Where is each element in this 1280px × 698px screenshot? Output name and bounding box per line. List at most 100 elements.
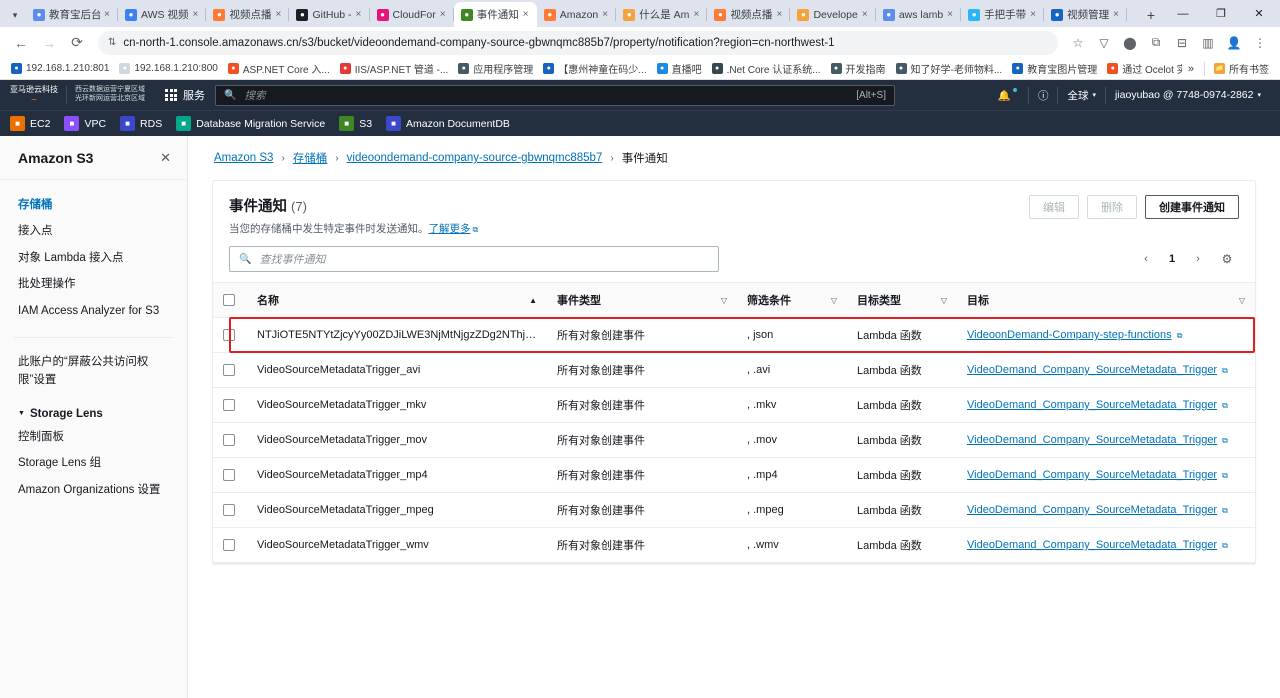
- more-menu-icon[interactable]: ⋮: [1254, 35, 1266, 50]
- tab-close-icon[interactable]: ×: [104, 9, 110, 20]
- select-all-checkbox[interactable]: [223, 294, 235, 306]
- target-link[interactable]: VideoDemand_Company_SourceMetadata_Trigg…: [967, 364, 1218, 376]
- search-input[interactable]: 🔍 查找事件通知: [229, 246, 719, 272]
- row-checkbox-cell[interactable]: [213, 352, 247, 388]
- account-menu[interactable]: jiaoyubao @ 7748-0974-2862 ▾: [1106, 85, 1270, 105]
- storage-lens-item-0[interactable]: 控制面板: [18, 430, 64, 443]
- tab-close-icon[interactable]: ×: [693, 9, 700, 20]
- aws-logo[interactable]: 亚马逊云科技 ⌣: [10, 85, 66, 105]
- create-event-notification-button[interactable]: 创建事件通知: [1145, 195, 1239, 219]
- sidebar-item-2[interactable]: 对象 Lambda 接入点: [18, 251, 124, 264]
- aws-favorite-vpc[interactable]: ■ VPC: [64, 116, 106, 131]
- bookmark-item[interactable]: ●通过 Ocelot 实现 A...: [1102, 59, 1182, 78]
- browser-tab[interactable]: ● CloudFor ×: [370, 2, 454, 27]
- browser-tab[interactable]: ● Develope ×: [790, 2, 877, 27]
- sidebar-item-block-public-access[interactable]: 此账户的“屏蔽公共访问权限”设置: [18, 355, 149, 387]
- table-row[interactable]: VideoSourceMetadataTrigger_avi 所有对象创建事件, …: [213, 352, 1255, 388]
- browser-tab[interactable]: ● 教育宝后台 ×: [26, 2, 118, 27]
- row-checkbox-cell[interactable]: [213, 317, 247, 353]
- sidebar-item-4[interactable]: IAM Access Analyzer for S3: [18, 304, 160, 317]
- bookmark-star-icon[interactable]: ☆: [1072, 35, 1084, 50]
- browser-tab[interactable]: ● 手把手带 ×: [961, 2, 1045, 27]
- notifications-button[interactable]: 🔔: [989, 85, 1028, 105]
- bookmark-item[interactable]: ● IIS/ASP.NET 管道 -...: [335, 59, 454, 78]
- row-checkbox-cell[interactable]: [213, 457, 247, 493]
- tab-close-icon[interactable]: ×: [602, 9, 609, 20]
- aws-favorite-database-migration-service[interactable]: ■ Database Migration Service: [176, 116, 325, 131]
- filter-icon[interactable]: ▽: [1099, 35, 1109, 50]
- bookmark-item[interactable]: ● 知了好学-老师物料...: [891, 59, 1008, 78]
- table-row[interactable]: VideoSourceMetadataTrigger_mov 所有对象创建事件, …: [213, 422, 1255, 458]
- reload-button[interactable]: ⟳: [71, 34, 83, 50]
- back-button[interactable]: ←: [14, 34, 28, 51]
- new-tab-button[interactable]: +: [1146, 6, 1156, 23]
- target-link[interactable]: VideoDemand_Company_SourceMetadata_Trigg…: [967, 504, 1218, 516]
- breadcrumb-item-2[interactable]: videoondemand-company-source-gbwnqmc885b…: [346, 152, 603, 164]
- bookmark-item[interactable]: ● 开发指南: [826, 59, 891, 78]
- browser-tab[interactable]: ● 视频点播 ×: [206, 2, 290, 27]
- tab-close-icon[interactable]: ×: [861, 9, 868, 20]
- bookmark-item[interactable]: ● 【惠州神童在码少...: [538, 59, 651, 78]
- column-header-filter[interactable]: 筛选条件 ▽: [737, 282, 847, 318]
- row-checkbox[interactable]: [223, 539, 235, 551]
- services-menu-button[interactable]: 服务: [155, 87, 215, 103]
- bookmarks-overflow-button[interactable]: »: [1187, 62, 1194, 75]
- sidebar-item-3[interactable]: 批处理操作: [18, 278, 76, 291]
- delete-button[interactable]: 删除: [1087, 195, 1137, 219]
- row-checkbox-cell[interactable]: [213, 492, 247, 528]
- split-screen-icon[interactable]: ⊟: [1176, 35, 1188, 50]
- tab-close-icon[interactable]: ×: [947, 9, 954, 20]
- gear-icon[interactable]: ⚙: [1221, 252, 1233, 266]
- learn-more-link[interactable]: 了解更多: [428, 223, 471, 235]
- window-minimize-button[interactable]: —: [1177, 7, 1189, 20]
- row-checkbox-cell[interactable]: [213, 422, 247, 458]
- select-all-checkbox-cell[interactable]: [213, 282, 247, 318]
- browser-tab[interactable]: ● GitHub - ×: [289, 2, 370, 27]
- tab-close-icon[interactable]: ×: [776, 9, 783, 20]
- column-header-target-type[interactable]: 目标类型 ▽: [847, 282, 957, 318]
- browser-tab[interactable]: ● 什么是 Am ×: [616, 2, 708, 27]
- browser-tab[interactable]: ● AWS 视频 ×: [118, 2, 207, 27]
- tab-close-icon[interactable]: ×: [355, 9, 362, 20]
- row-checkbox[interactable]: [223, 434, 235, 446]
- extensions-puzzle-icon[interactable]: ⬤: [1123, 35, 1137, 50]
- browser-tab[interactable]: ● 事件通知 ×: [453, 2, 537, 27]
- column-header-name[interactable]: 名称 ▲: [247, 282, 547, 318]
- bookmark-item[interactable]: ● 直播吧: [652, 59, 707, 78]
- close-icon[interactable]: ✕: [160, 150, 171, 165]
- tab-close-icon[interactable]: ×: [1030, 9, 1037, 20]
- forward-button[interactable]: →: [42, 34, 56, 51]
- browser-tab[interactable]: ● aws lamb ×: [876, 2, 962, 27]
- row-checkbox[interactable]: [223, 504, 235, 516]
- aws-favorite-amazon-documentdb[interactable]: ■ Amazon DocumentDB: [386, 116, 510, 131]
- browser-tab[interactable]: ● Amazon ×: [537, 2, 617, 27]
- breadcrumb-item-1[interactable]: 存储桶: [292, 153, 328, 165]
- aws-favorite-rds[interactable]: ■ RDS: [120, 116, 162, 131]
- row-checkbox[interactable]: [223, 329, 235, 341]
- tab-close-icon[interactable]: ×: [1113, 9, 1120, 20]
- storage-lens-item-1[interactable]: Storage Lens 组: [18, 457, 102, 470]
- row-checkbox[interactable]: [223, 399, 235, 411]
- column-header-event-type[interactable]: 事件类型 ▽: [547, 282, 737, 318]
- row-checkbox[interactable]: [223, 469, 235, 481]
- table-row[interactable]: VideoSourceMetadataTrigger_wmv 所有对象创建事件, …: [213, 527, 1255, 563]
- table-row[interactable]: VideoSourceMetadataTrigger_mp4 所有对象创建事件, …: [213, 457, 1255, 493]
- target-link[interactable]: VideoDemand_Company_SourceMetadata_Trigg…: [967, 539, 1218, 551]
- storage-lens-item-2[interactable]: Amazon Organizations 设置: [18, 483, 161, 496]
- aws-search-input[interactable]: 🔍 搜索 [Alt+S]: [215, 84, 895, 106]
- window-maximize-button[interactable]: ❐: [1216, 8, 1226, 20]
- sidebar-icon[interactable]: ▥: [1202, 35, 1214, 50]
- page-number[interactable]: 1: [1168, 253, 1176, 265]
- chevron-right-icon[interactable]: ›: [1196, 253, 1200, 265]
- table-row[interactable]: VideoSourceMetadataTrigger_mpeg 所有对象创建事件,…: [213, 492, 1255, 528]
- profile-icon[interactable]: 👤: [1226, 35, 1242, 50]
- browser-tab[interactable]: ● 视频管理 ×: [1044, 2, 1128, 27]
- tab-close-icon[interactable]: ×: [275, 9, 282, 20]
- chevron-left-icon[interactable]: ‹: [1144, 253, 1148, 265]
- address-bar[interactable]: ⇅ cn-north-1.console.amazonaws.cn/s3/buc…: [98, 30, 1058, 55]
- share-icon[interactable]: ⧉: [1151, 35, 1161, 49]
- table-row[interactable]: NTJiOTE5NTYtZjcyYy00ZDJiLWE3NjMtNjgzZDg2…: [213, 317, 1255, 353]
- target-link[interactable]: VideoDemand_Company_SourceMetadata_Trigg…: [967, 399, 1218, 411]
- window-close-button[interactable]: ✕: [1254, 8, 1264, 20]
- all-bookmarks-button[interactable]: 📁 所有书签: [1209, 59, 1274, 78]
